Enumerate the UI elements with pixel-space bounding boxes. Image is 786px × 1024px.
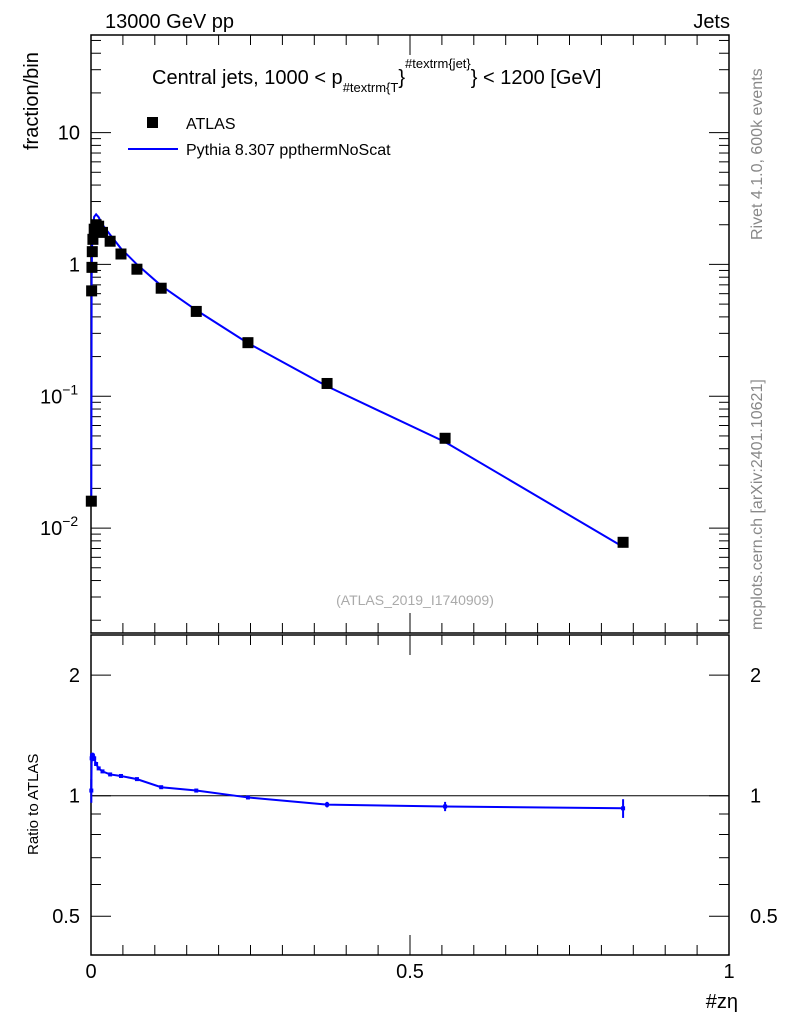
ratio-y-tick-label-right: 2 bbox=[750, 665, 761, 687]
y-tick-label: 1 bbox=[69, 254, 80, 276]
ratio-line bbox=[90, 752, 624, 810]
ratio-y-tick-label-right: 1 bbox=[750, 786, 761, 808]
atlas-point bbox=[439, 432, 451, 444]
ratio-point bbox=[96, 766, 101, 771]
atlas-point bbox=[104, 235, 116, 247]
side-label-bottom: mcplots.cern.ch [arXiv:2401.10621] bbox=[749, 379, 766, 630]
x-axis-label: #zη bbox=[706, 991, 738, 1013]
side-label-top: Rivet 4.1.0, 600k events bbox=[749, 68, 766, 240]
atlas-point bbox=[190, 305, 202, 317]
mc-line bbox=[90, 212, 624, 548]
ratio-point bbox=[621, 806, 626, 811]
watermark: (ATLAS_2019_I1740909) bbox=[336, 592, 494, 608]
x-tick-label: 0 bbox=[85, 961, 96, 983]
ratio-point bbox=[443, 804, 448, 809]
y-axis-label: fraction/bin bbox=[21, 52, 43, 150]
atlas-point bbox=[87, 233, 99, 245]
ratio-point bbox=[325, 802, 330, 807]
header-right: Jets bbox=[693, 11, 730, 33]
ratio-y-label: Ratio to ATLAS bbox=[25, 754, 42, 855]
y-tick-label: 10−2 bbox=[40, 513, 78, 540]
ratio-point bbox=[108, 772, 113, 777]
x-tick-label: 0.5 bbox=[396, 961, 424, 983]
ratio-point bbox=[159, 785, 164, 790]
ratio-point bbox=[89, 788, 94, 793]
ratio-point bbox=[245, 795, 250, 800]
atlas-point bbox=[86, 246, 98, 258]
ratio-point bbox=[92, 756, 97, 761]
legend-atlas-label: ATLAS bbox=[186, 116, 236, 133]
ratio-y-tick-label-right: 0.5 bbox=[750, 906, 778, 928]
ratio-point bbox=[100, 769, 105, 774]
atlas-point bbox=[321, 377, 333, 389]
legend-mc-label: Pythia 8.307 ppthermNoScat bbox=[186, 142, 391, 159]
ratio-point bbox=[94, 761, 99, 766]
ratio-point bbox=[194, 788, 199, 793]
y-tick-label: 10−1 bbox=[40, 381, 78, 408]
atlas-point bbox=[96, 226, 108, 238]
header-left: 13000 GeV pp bbox=[105, 11, 234, 33]
atlas-point bbox=[131, 263, 143, 275]
atlas-point bbox=[85, 495, 97, 507]
atlas-point bbox=[86, 261, 98, 273]
atlas-point bbox=[115, 248, 127, 260]
ratio-y-tick-label: 1 bbox=[69, 786, 80, 808]
atlas-point bbox=[155, 282, 167, 294]
ratio-plot-frame bbox=[90, 634, 730, 956]
y-tick-label: 10 bbox=[58, 123, 80, 145]
atlas-point bbox=[617, 536, 629, 548]
ratio-y-tick-label: 2 bbox=[69, 665, 80, 687]
chart-title: Central jets, 1000 < p#textrm{T}#textrm{… bbox=[152, 56, 601, 95]
atlas-point bbox=[93, 220, 105, 232]
ratio-y-tick-label: 0.5 bbox=[52, 906, 80, 928]
atlas-point bbox=[86, 285, 98, 297]
x-tick-label: 1 bbox=[723, 961, 734, 983]
ratio-point bbox=[90, 753, 95, 758]
ratio-point bbox=[118, 773, 123, 778]
atlas-point bbox=[242, 337, 254, 349]
ratio-point bbox=[134, 777, 139, 782]
legend-atlas-marker bbox=[147, 117, 158, 128]
